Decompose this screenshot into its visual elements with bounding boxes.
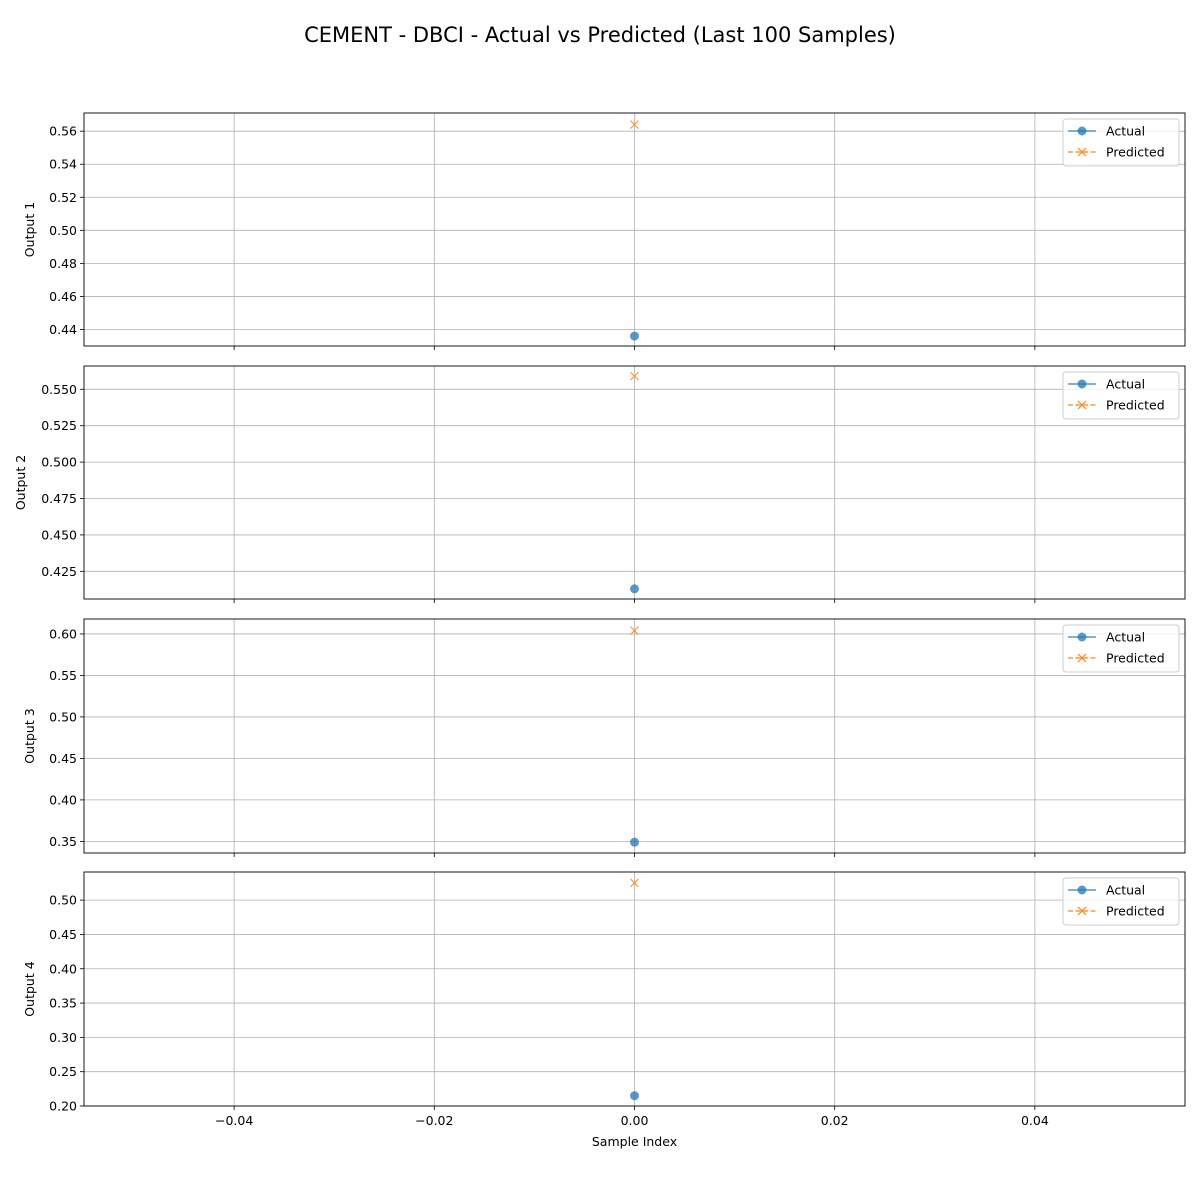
actual-point (630, 331, 639, 341)
x-tick-label: 0.04 (1021, 1113, 1049, 1128)
y-tick-label: 0.54 (49, 157, 77, 172)
predicted-point (630, 371, 639, 381)
y-axis-label: Output 2 (13, 455, 28, 510)
y-tick-label: 0.475 (41, 491, 77, 506)
y-tick-label: 0.44 (49, 322, 77, 337)
subplot-3: 0.35 0.40 0.45 0.50 0.55 0.60 Output 3 Actual Pr… (22, 618, 1186, 857)
y-tick-label: 0.525 (41, 418, 77, 433)
y-axis-label: Output 3 (22, 708, 37, 763)
y-tick-label: 0.40 (49, 792, 77, 807)
legend-predicted-label: Predicted (1106, 398, 1165, 413)
y-tick-label: 0.425 (41, 564, 77, 579)
y-tick-label: 0.46 (49, 289, 77, 304)
predicted-point (630, 626, 639, 636)
y-tick-label: 0.45 (49, 927, 77, 942)
predicted-point (630, 120, 639, 129)
axes-frame (83, 618, 1186, 854)
y-tick-label: 0.48 (49, 256, 77, 271)
y-axis-label: Output 4 (22, 961, 37, 1016)
axes-frame (83, 112, 1186, 347)
legend-predicted-label: Predicted (1106, 651, 1165, 666)
x-tick-label: 0.00 (621, 1113, 649, 1128)
y-tick-label: 0.550 (41, 382, 77, 397)
legend-predicted-marker (1077, 147, 1087, 157)
legend-actual-marker (1077, 126, 1087, 136)
legend-predicted-label: Predicted (1106, 145, 1165, 160)
actual-point (630, 837, 639, 847)
legend-actual-label: Actual (1106, 124, 1145, 139)
axes-frame (83, 365, 1186, 600)
subplot-1: 0.44 0.46 0.48 0.50 0.52 0.54 0.56 Output 1 Actu… (22, 112, 1186, 350)
x-axis-label: Sample Index (592, 1134, 677, 1149)
legend-predicted-marker (1077, 906, 1087, 916)
legend: Actual Predicted (1062, 624, 1180, 673)
legend: Actual Predicted (1062, 118, 1180, 167)
actual-point (630, 584, 639, 594)
legend-actual-marker (1077, 885, 1087, 895)
x-tick-label: −0.02 (415, 1113, 453, 1128)
y-tick-label: 0.20 (49, 1099, 77, 1114)
y-tick-label: 0.50 (49, 893, 77, 908)
y-tick-label: 0.60 (49, 626, 77, 641)
legend-actual-label: Actual (1106, 883, 1145, 898)
legend: Actual Predicted (1062, 371, 1180, 420)
y-tick-label: 0.50 (49, 709, 77, 724)
x-tick-label: 0.02 (821, 1113, 849, 1128)
y-tick-label: 0.35 (49, 996, 77, 1011)
y-tick-label: 0.450 (41, 527, 77, 542)
y-tick-label: 0.35 (49, 834, 77, 849)
legend-predicted-label: Predicted (1106, 904, 1165, 919)
actual-point (630, 1091, 639, 1101)
x-tick-label: −0.04 (215, 1113, 253, 1128)
y-tick-label: 0.30 (49, 1030, 77, 1045)
y-tick-label: 0.55 (49, 668, 77, 683)
predicted-point (630, 878, 639, 888)
y-tick-label: 0.52 (49, 190, 77, 205)
y-tick-label: 0.56 (49, 124, 77, 139)
y-tick-label: 0.45 (49, 751, 77, 766)
legend: Actual Predicted (1062, 877, 1180, 926)
legend-actual-label: Actual (1106, 630, 1145, 645)
legend-actual-label: Actual (1106, 377, 1145, 392)
legend-actual-marker (1077, 379, 1087, 389)
y-tick-label: 0.25 (49, 1064, 77, 1079)
y-tick-label: 0.40 (49, 961, 77, 976)
y-tick-label: 0.500 (41, 455, 77, 470)
legend-predicted-marker (1077, 653, 1087, 663)
y-axis-label: Output 1 (22, 202, 37, 257)
subplot-4: −0.04 −0.02 0.00 0.02 0.04 0.20 0.25 0.30 0.35 0.… (22, 871, 1186, 1128)
axes-frame (83, 871, 1186, 1107)
chart-title: CEMENT - DBCI - Actual vs Predicted (Las… (304, 23, 896, 47)
subplot-2: 0.425 0.450 0.475 0.500 0.525 0.550 Output 2 Ac… (13, 365, 1186, 603)
y-tick-label: 0.50 (49, 223, 77, 238)
legend-predicted-marker (1077, 400, 1087, 410)
legend-actual-marker (1077, 632, 1087, 642)
